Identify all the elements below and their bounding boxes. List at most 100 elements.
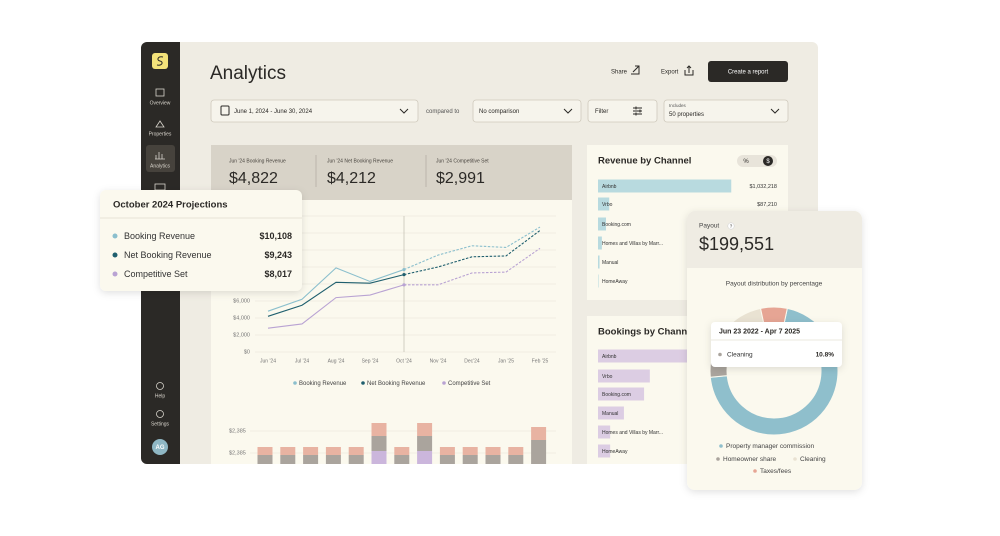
bar-segment <box>303 447 319 455</box>
includes-label: Includes <box>669 103 687 108</box>
bar-label: Airbnb <box>602 184 617 190</box>
bar-segment <box>371 436 387 451</box>
bar-segment <box>508 455 524 464</box>
bar-label: Vrbo <box>602 202 613 208</box>
y-tick-label: $6,000 <box>233 298 250 304</box>
toggle-active[interactable] <box>763 156 773 166</box>
legend-swatch <box>361 381 365 385</box>
bar <box>598 349 694 363</box>
bar-label: Homes and Villas by Marr... <box>602 241 663 247</box>
nav-icon <box>156 410 164 418</box>
value-label: $87,210 <box>757 202 777 208</box>
page-title: Analytics <box>210 63 286 84</box>
tooltip-value: 10.8% <box>816 352 835 359</box>
nav-properties[interactable]: Properties <box>149 120 172 137</box>
tooltip-series: Booking Revenue <box>124 231 195 241</box>
card-header <box>687 211 862 268</box>
bookings-bars: Airbnb Vrbo Booking.com Manual Homes and Vil… <box>598 349 694 458</box>
share-button[interactable]: Share <box>611 70 628 76</box>
legend-label: Competitive Set <box>448 381 491 387</box>
avatar-initials: AG <box>156 445 165 451</box>
comparison-value: No comparison <box>479 109 519 115</box>
avatar[interactable] <box>152 439 168 455</box>
value-label: $1,032,218 <box>749 184 777 190</box>
x-tick-label: Aug '24 <box>328 358 345 364</box>
toggle-percent[interactable]: % <box>743 159 749 165</box>
nav-label: Settings <box>151 421 170 427</box>
donut-segment <box>709 307 839 436</box>
tooltip-series: Net Booking Revenue <box>124 250 212 260</box>
nav-label: Properties <box>149 131 172 137</box>
nav-help[interactable]: Help <box>155 382 166 400</box>
properties-select[interactable] <box>663 99 789 123</box>
kpi-value: $4,822 <box>229 170 278 187</box>
bar <box>598 236 602 250</box>
tooltip-swatch <box>112 271 118 277</box>
bar <box>598 274 599 288</box>
bar-segment <box>417 423 433 436</box>
includes-value: 50 properties <box>669 112 704 118</box>
bar-segment <box>417 451 433 464</box>
bar-segment <box>325 455 341 464</box>
bar-segment <box>394 455 410 464</box>
tooltip-title: October 2024 Projections <box>113 200 228 211</box>
create-report-button[interactable] <box>708 61 788 82</box>
kpi-value: $4,212 <box>327 170 376 187</box>
bar-segment <box>371 423 387 436</box>
legend-label: Property manager commission <box>726 443 815 450</box>
series-line <box>267 267 405 312</box>
bar-segment <box>257 455 273 464</box>
chevron <box>563 108 573 114</box>
legend-label: Net Booking Revenue <box>367 381 426 387</box>
x-tick-label: Jan '25 <box>498 358 514 364</box>
x-tick-label: Nov '24 <box>430 358 447 364</box>
bar-segment <box>257 447 273 455</box>
projected-line <box>403 226 541 271</box>
export-button[interactable]: Export <box>661 70 679 76</box>
kpi-label: Jun '24 Booking Revenue <box>229 158 286 164</box>
nav-active <box>146 145 175 172</box>
x-tick-label: Jul '24 <box>295 358 310 364</box>
tooltip-swatch <box>112 233 118 239</box>
nav-analytics[interactable]: Analytics <box>146 145 175 172</box>
tooltip-value: $8,017 <box>264 269 292 279</box>
bar-segment <box>462 455 478 464</box>
bar-segment <box>348 455 364 464</box>
legend-swatch <box>293 381 297 385</box>
share-icon <box>631 65 640 75</box>
comparison-select[interactable] <box>472 99 582 123</box>
bar <box>598 444 611 458</box>
filter-button[interactable] <box>587 99 658 123</box>
bar <box>598 217 607 231</box>
bar-segment <box>485 447 501 455</box>
bar-segment <box>417 436 433 451</box>
bar <box>598 387 645 401</box>
legend-label: Taxes/fees <box>760 468 792 475</box>
nav-label: Help <box>155 393 166 399</box>
chevron <box>770 108 780 114</box>
tooltip-value: $10,108 <box>259 231 292 241</box>
payout-label: Payout <box>699 223 719 230</box>
bar-label: Homes and Villas by Marr... <box>602 430 663 436</box>
x-tick-label: Dec'24 <box>464 358 480 364</box>
legend-label: Booking Revenue <box>299 381 347 387</box>
revenue-bars: Airbnb $1,032,218 Vrbo $87,210 Booking.com Ho… <box>598 179 777 288</box>
x-tick-label: Sep '24 <box>362 358 379 364</box>
nav-icon <box>156 382 164 390</box>
button-label: Create a report <box>728 70 769 76</box>
bar-segment <box>280 455 296 464</box>
legend-label: Homeowner share <box>723 456 776 463</box>
date-picker[interactable] <box>210 99 419 123</box>
bar-label: Vrbo <box>602 374 613 380</box>
bar-segment <box>439 455 455 464</box>
nav-overview[interactable]: Overview <box>150 88 171 106</box>
help-icon[interactable] <box>727 222 735 230</box>
legend-label: Cleaning <box>800 456 826 463</box>
panel-title: Revenue by Channel <box>598 156 691 167</box>
axis-label: $2,385 <box>229 450 246 456</box>
compared-to-label: compared to <box>426 109 460 115</box>
toggle-dollar[interactable]: $ <box>766 159 770 165</box>
export-icon <box>684 65 694 76</box>
nav-settings[interactable]: Settings <box>151 410 170 428</box>
